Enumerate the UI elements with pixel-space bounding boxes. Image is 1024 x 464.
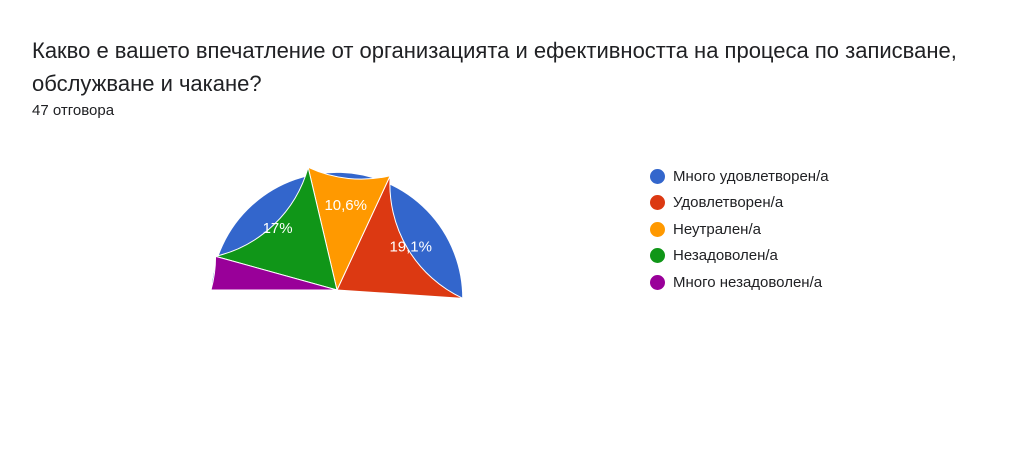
legend-item[interactable]: Удовлетворен/а xyxy=(650,190,829,217)
legend-item[interactable]: Много незадоволен/а xyxy=(650,269,829,296)
legend-swatch xyxy=(650,248,665,264)
legend-item[interactable]: Незадоволен/а xyxy=(650,243,829,270)
pie-slice[interactable] xyxy=(307,166,392,292)
legend-item[interactable]: Много удовлетворен/а xyxy=(650,163,829,190)
pie-slice[interactable] xyxy=(215,167,338,291)
chart-legend: Много удовлетворен/а Удовлетворен/а Неут… xyxy=(650,163,829,296)
legend-label: Неутрален/а xyxy=(673,220,761,238)
legend-label: Много удовлетворен/а xyxy=(673,167,829,185)
legend-swatch xyxy=(650,221,665,237)
chart-title: Какво е вашето впечатление от организаци… xyxy=(32,38,957,96)
legend-swatch xyxy=(650,168,665,184)
legend-swatch xyxy=(650,195,665,211)
slice-label: 17% xyxy=(263,220,293,237)
slice-label: 48,9% xyxy=(313,368,356,385)
legend-item[interactable]: Неутрален/а xyxy=(650,216,829,243)
slice-label: 19,1% xyxy=(389,238,432,255)
legend-label: Незадоволен/а xyxy=(673,247,778,265)
response-count: 47 отговора xyxy=(32,102,115,119)
legend-label: Много незадоволен/а xyxy=(673,273,823,291)
legend-swatch xyxy=(650,274,665,290)
slice-label: 10,6% xyxy=(324,197,367,214)
pie-slice[interactable] xyxy=(210,255,338,291)
legend-label: Удовлетворен/а xyxy=(673,194,784,212)
pie-slice[interactable] xyxy=(336,175,463,299)
